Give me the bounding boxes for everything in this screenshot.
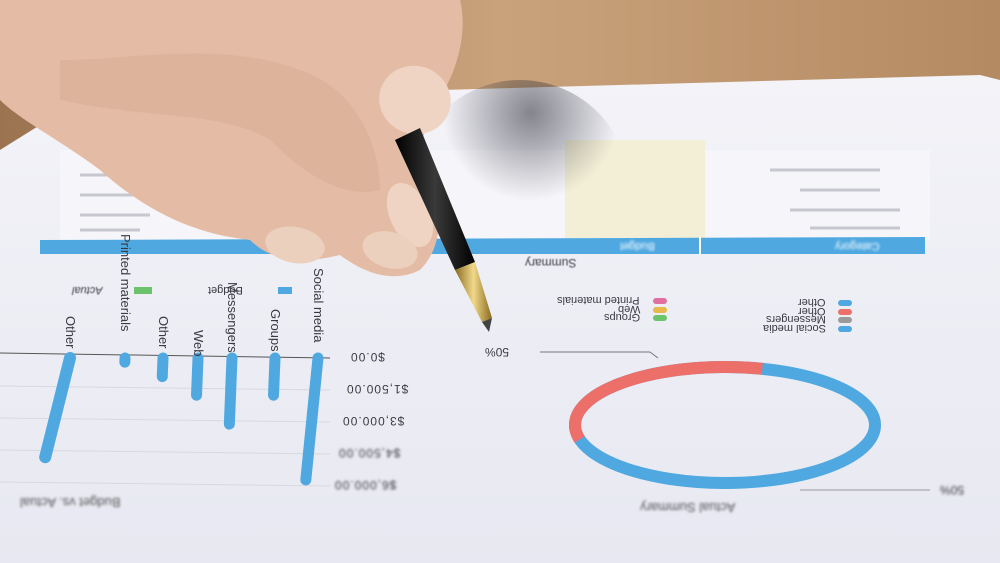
fingernail	[362, 231, 418, 269]
y-tick-label: $1,500.00	[346, 382, 409, 396]
category-label: Groups	[268, 309, 283, 352]
donut-label-right: 50%	[940, 483, 965, 497]
gridline	[0, 449, 331, 455]
category-label: Social media	[311, 268, 326, 343]
fingernail	[386, 183, 434, 247]
category-label: Other	[63, 316, 78, 349]
donut-legend-left-label: Social media	[763, 321, 826, 334]
y-tick-label: $0.00	[350, 350, 386, 364]
bar-groups	[268, 352, 281, 401]
hand	[0, 0, 463, 277]
bar-other	[156, 352, 169, 383]
thumb-nail	[379, 65, 451, 135]
bar-other	[39, 352, 76, 464]
donut-label-top: 50%	[485, 345, 510, 359]
legend-swatch-budget	[278, 287, 292, 294]
category-label: Messengers	[225, 282, 240, 353]
y-tick-label: $3,000.00	[342, 414, 405, 428]
legend-swatch-actual	[134, 287, 152, 294]
summary-label-text: Summary	[525, 256, 577, 270]
donut-legend-left-swatch	[838, 325, 852, 332]
bar-chart-title: Budget vs. Actual	[20, 495, 121, 510]
y-tick-label: $6,000.00	[334, 478, 397, 492]
donut-legend-right-swatch	[653, 315, 667, 321]
bar-messengers	[223, 352, 238, 430]
pen	[395, 128, 492, 332]
table-header-category: Category	[835, 240, 880, 252]
donut-legend-right-label: Groups	[603, 311, 640, 323]
donut-title: Actual Summary	[640, 500, 736, 515]
legend-label-actual: Actual	[72, 284, 103, 296]
donut-segment-red	[569, 361, 763, 443]
bar-social-media	[300, 352, 324, 486]
donut-legend-right-swatch	[653, 306, 667, 313]
category-label: Printed materials	[118, 234, 133, 332]
gridline	[0, 481, 331, 487]
donut-chart	[569, 361, 881, 489]
fingernail	[265, 226, 325, 264]
table-header-budget: Budget	[620, 240, 655, 252]
bar-web	[191, 352, 204, 401]
category-label: Web	[191, 329, 206, 357]
donut-legend-left-swatch	[838, 308, 852, 315]
y-tick-label: $4,500.00	[338, 446, 401, 460]
donut-legend-right-swatch	[653, 298, 667, 304]
donut-legend-left-swatch	[838, 317, 852, 323]
donut-legend-left-swatch	[838, 300, 852, 306]
category-label: Other	[156, 316, 171, 349]
